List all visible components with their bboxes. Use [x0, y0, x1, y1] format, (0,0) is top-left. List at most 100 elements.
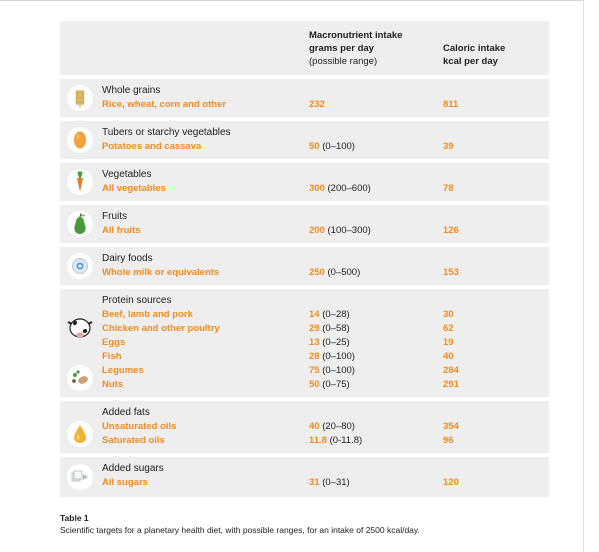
cow-icon [64, 311, 96, 343]
kcal-value: 811 [443, 99, 459, 110]
macro-amount: 14 [309, 309, 320, 320]
macro-amount: 31 [309, 477, 320, 488]
food-item: Eggs [102, 337, 126, 348]
category-name: Whole grains [102, 85, 161, 96]
food-item: Whole milk or equivalents [102, 267, 220, 278]
macro-amount: 13 [309, 337, 320, 348]
macro-amount: 40 [309, 421, 320, 432]
kcal-value: 40 [443, 351, 454, 362]
caloric-header-line-2: kcal per day [443, 56, 498, 67]
kcal-value: 284 [443, 365, 459, 376]
category-name: Added fats [102, 407, 150, 418]
food-item: Potatoes and cassava [102, 141, 202, 152]
table-row [60, 163, 549, 201]
right-rule [583, 0, 584, 552]
food-item: Chicken and other poultry [102, 323, 220, 334]
table-row [60, 205, 549, 243]
macro-value: 29 (0–58) [309, 322, 350, 336]
macro-value: 300 (200–600) [309, 182, 371, 196]
kcal-value: 120 [443, 477, 459, 488]
macro-range: (0–100) [322, 351, 355, 362]
macro-value: 28 (0–100) [309, 350, 355, 364]
macro-value: 11.8 (0-11.8) [309, 434, 362, 448]
top-rule [0, 0, 583, 1]
kcal-value: 354 [443, 421, 459, 432]
food-item: Unsaturated oils [102, 421, 177, 432]
macro-range: (100–300) [327, 225, 371, 236]
macro-range: (0–100) [322, 141, 355, 152]
macro-range: (0–500) [327, 267, 361, 278]
food-item: Fish [102, 351, 122, 362]
kcal-value: 96 [443, 435, 454, 446]
category-name: Dairy foods [102, 253, 153, 264]
caption-text: Scientific targets for a planetary healt… [60, 525, 420, 535]
macro-range: (0-11.8) [329, 435, 363, 446]
macro-range: (0–31) [322, 477, 350, 488]
macro-amount: 75 [309, 365, 320, 376]
macro-amount: 250 [309, 267, 325, 278]
food-item: Legumes [102, 365, 144, 376]
macro-range: (0–58) [322, 323, 350, 334]
macro-amount: 29 [309, 323, 320, 334]
macro-value: 75 (0–100) [309, 364, 355, 378]
beans-icon [67, 365, 93, 391]
macro-amount: 50 [309, 141, 320, 152]
kcal-value: 153 [443, 267, 459, 278]
category-name: Added sugars [102, 463, 164, 474]
table-row [60, 79, 549, 117]
macro-range: (200–600) [327, 183, 371, 194]
kcal-value: 78 [443, 183, 454, 194]
macro-range: (0–25) [322, 337, 350, 348]
kcal-value: 19 [443, 337, 454, 348]
category-name: Vegetables [102, 169, 152, 180]
macro-value: 200 (100–300) [309, 224, 371, 238]
milk-icon [67, 253, 93, 279]
macro-range: (20–80) [322, 421, 355, 432]
caption-title: Table 1 [60, 513, 89, 523]
table-row [60, 401, 549, 453]
macro-value: 50 (0–75) [309, 378, 350, 392]
macro-header-subtitle: (possible range) [309, 56, 378, 67]
macro-header-line-2: grams per day [309, 43, 374, 54]
food-item: All fruits [102, 225, 141, 236]
food-item: All sugars [102, 477, 148, 488]
oil-drop-icon [67, 421, 93, 447]
caloric-header-line-1: Caloric intake [443, 43, 506, 54]
caloric-column-header: Caloric intake kcal per day [443, 42, 543, 68]
macro-amount: 11.8 [309, 435, 327, 446]
kcal-value: 291 [443, 379, 459, 390]
food-item: Beef, lamb and pork [102, 309, 193, 320]
table-row [60, 457, 549, 497]
macro-column-header: Macronutrient intake grams per day (poss… [309, 29, 439, 68]
kcal-value: 30 [443, 309, 454, 320]
macro-value: 14 (0–28) [309, 308, 350, 322]
category-name: Tubers or starchy vegetables [102, 127, 231, 138]
category-name: Protein sources [102, 295, 172, 306]
kcal-value: 126 [443, 225, 459, 236]
macro-value: 232 [309, 98, 325, 112]
food-item: All vegetables [102, 183, 166, 194]
carrot-icon [67, 169, 93, 195]
food-item: Nuts [102, 379, 124, 390]
macro-range: (0–100) [322, 365, 355, 376]
macro-value: 50 (0–100) [309, 140, 355, 154]
table-row [60, 289, 549, 397]
potato-icon [67, 127, 93, 153]
macro-value: 31 (0–31) [309, 476, 350, 490]
macro-range: (0–75) [322, 379, 350, 390]
table-row [60, 121, 549, 159]
macro-value: 40 (20–80) [309, 420, 355, 434]
table-header [60, 21, 549, 75]
pear-icon [67, 211, 93, 237]
macro-range: (0–28) [322, 309, 350, 320]
food-item: Rice, wheat, corn and other [102, 99, 227, 110]
macro-value: 250 (0–500) [309, 266, 360, 280]
macro-amount: 232 [309, 99, 325, 110]
macro-value: 13 (0–25) [309, 336, 350, 350]
kcal-value: 39 [443, 141, 454, 152]
table-row [60, 247, 549, 285]
kcal-value: 62 [443, 323, 454, 334]
macro-header-line-1: Macronutrient intake [309, 30, 403, 41]
sugar-cube-icon [67, 464, 93, 490]
macro-amount: 300 [309, 183, 325, 194]
